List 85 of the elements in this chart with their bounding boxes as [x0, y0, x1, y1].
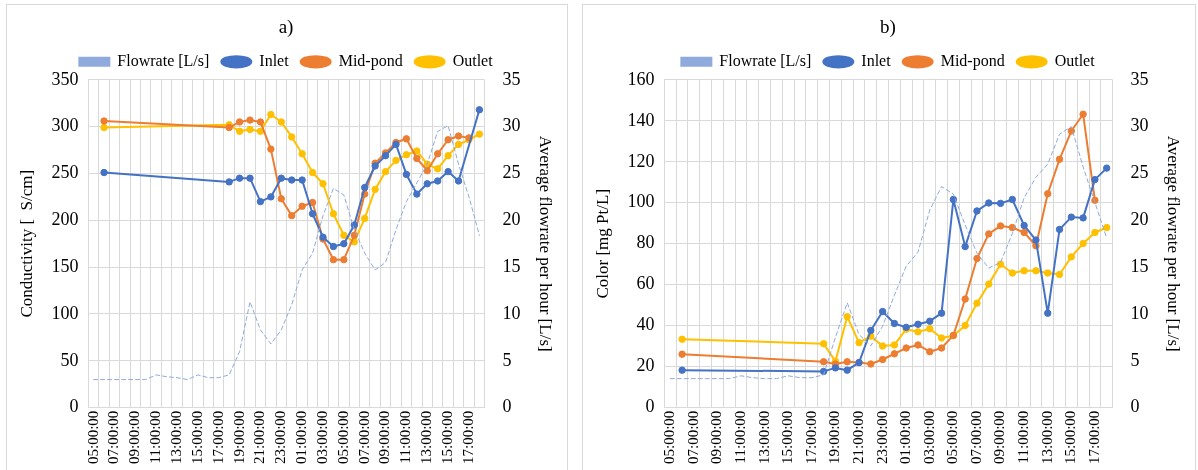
- x-tick-label: 07:00:00: [967, 410, 984, 465]
- x-tick-label: 21:00:00: [251, 410, 268, 465]
- legend-label: Outlet: [452, 52, 494, 69]
- y2-axis-title: Average flowrate per hour [L/s]: [536, 135, 556, 352]
- x-tick-label: 17:00:00: [459, 410, 476, 465]
- legend-label: Inlet: [861, 52, 892, 69]
- y2-tick-label: 0: [1130, 396, 1140, 417]
- y2-tick-label: 5: [1130, 349, 1140, 370]
- x-tick-label: 23:00:00: [873, 410, 890, 465]
- y2-tick-label: 35: [1130, 68, 1149, 89]
- y-tick-label: 20: [636, 355, 655, 376]
- x-tick-label: 17:00:00: [1085, 410, 1102, 465]
- y2-tick-label: 0: [502, 396, 512, 417]
- x-tick-label: 15:00:00: [779, 410, 796, 465]
- x-tick-label: 11:00:00: [1015, 410, 1032, 464]
- x-tick-label: 15:00:00: [188, 410, 205, 465]
- x-tick-label: 23:00:00: [272, 410, 289, 465]
- y2-axis-title: Average flowrate per hour [L/s]: [1164, 135, 1184, 352]
- y-tick-label: 120: [627, 150, 655, 171]
- x-tick-label: 19:00:00: [230, 410, 247, 465]
- y2-tick-label: 30: [502, 115, 521, 136]
- x-tick-label: 13:00:00: [167, 410, 184, 465]
- legend-label: Outlet: [1054, 52, 1096, 69]
- x-tick-label: 17:00:00: [209, 410, 226, 465]
- x-tick-label: 03:00:00: [920, 410, 937, 465]
- x-tick-label: 11:00:00: [147, 410, 164, 464]
- y-tick-label: 100: [51, 302, 79, 323]
- y2-tick-label: 10: [502, 302, 521, 323]
- x-tick-label: 15:00:00: [439, 410, 456, 465]
- x-tick-label: 17:00:00: [802, 410, 819, 465]
- y-tick-label: 40: [636, 314, 655, 335]
- legend-label: Mid-pond: [940, 52, 1005, 70]
- x-tick-label: 05:00:00: [944, 410, 961, 465]
- y-tick-label: 0: [645, 396, 655, 417]
- x-tick-label: 21:00:00: [849, 410, 866, 465]
- x-tick-label: 11:00:00: [732, 410, 748, 464]
- y-axis-title: Color [mg Pt/L]: [592, 188, 612, 299]
- y-tick-label: 100: [627, 191, 655, 212]
- y2-tick-label: 35: [502, 68, 521, 89]
- y-tick-label: 80: [636, 232, 655, 253]
- y-tick-label: 140: [627, 109, 655, 130]
- x-tick-label: 11:00:00: [397, 410, 414, 464]
- y-tick-label: 300: [51, 115, 79, 136]
- y-tick-label: 60: [636, 273, 655, 294]
- x-tick-label: 09:00:00: [708, 410, 725, 465]
- y2-tick-label: 30: [1130, 115, 1149, 136]
- y-tick-label: 150: [51, 255, 79, 276]
- y-tick-label: 350: [51, 68, 79, 89]
- x-tick-label: 07:00:00: [355, 410, 372, 465]
- x-tick-label: 07:00:00: [105, 410, 122, 465]
- y2-tick-label: 20: [1130, 209, 1149, 230]
- x-tick-label: 19:00:00: [826, 410, 843, 465]
- y2-tick-label: 10: [1130, 302, 1149, 323]
- chart-title: b): [880, 16, 896, 39]
- legend-label: Inlet: [259, 52, 290, 69]
- x-tick-label: 13:00:00: [1038, 410, 1055, 465]
- y2-tick-label: 15: [1130, 255, 1149, 276]
- x-tick-label: 07:00:00: [684, 410, 701, 465]
- x-tick-label: 03:00:00: [313, 410, 330, 465]
- legend-label: Flowrate [L/s]: [719, 52, 812, 69]
- y2-tick-label: 15: [502, 255, 521, 276]
- y2-tick-label: 25: [1130, 162, 1149, 183]
- x-tick-label: 01:00:00: [897, 410, 914, 465]
- x-tick-label: 15:00:00: [1062, 410, 1079, 465]
- y-tick-label: 200: [51, 209, 79, 230]
- x-tick-label: 13:00:00: [755, 410, 772, 465]
- x-tick-label: 01:00:00: [293, 410, 310, 465]
- y-tick-label: 250: [51, 162, 79, 183]
- y-axis-title: Conductivity [ S/cm]: [16, 169, 36, 318]
- y-tick-label: 0: [69, 396, 79, 417]
- x-tick-label: 05:00:00: [334, 410, 351, 465]
- x-tick-label: 05:00:00: [661, 410, 678, 465]
- y2-tick-label: 20: [502, 209, 521, 230]
- y2-tick-label: 25: [502, 162, 521, 183]
- chart-title: a): [278, 16, 294, 39]
- legend-label: Flowrate [L/s]: [117, 52, 210, 69]
- x-tick-label: 09:00:00: [991, 410, 1008, 465]
- legend-label: Mid-pond: [338, 52, 403, 70]
- x-tick-label: 09:00:00: [376, 410, 393, 465]
- y-tick-label: 50: [60, 349, 79, 370]
- x-tick-label: 09:00:00: [126, 410, 143, 465]
- y2-tick-label: 5: [502, 349, 512, 370]
- x-tick-label: 05:00:00: [84, 410, 101, 465]
- y-tick-label: 160: [627, 68, 655, 89]
- x-tick-label: 13:00:00: [418, 410, 435, 465]
